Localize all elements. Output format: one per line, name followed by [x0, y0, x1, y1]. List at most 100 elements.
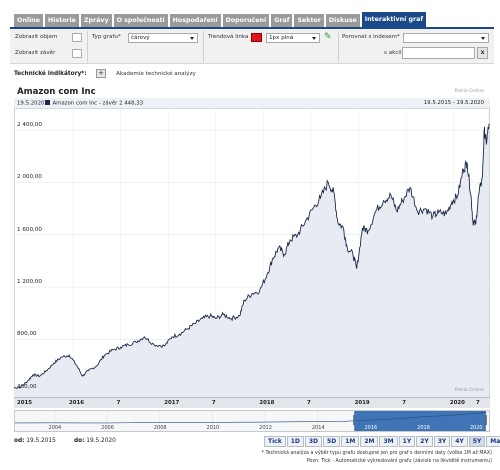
- range-button-1y[interactable]: 1Y: [398, 436, 416, 447]
- range-navigator[interactable]: 2004 2006 2008 2010 2012 2014 2016 2018 2020: [14, 410, 490, 432]
- range-button-2y[interactable]: 2Y: [416, 436, 433, 447]
- x-tick-label: 2017: [164, 400, 180, 406]
- x-tick-label: 7: [116, 400, 121, 406]
- divider: [87, 31, 88, 62]
- clear-compare-button[interactable]: x: [477, 47, 488, 59]
- footnote-tick: Pozn: Tick - Automatické vykreslování gr…: [306, 459, 492, 464]
- trend-color-swatch[interactable]: [251, 33, 262, 42]
- chart-legend-bar: 19.5.2020 Amazon com Inc - závěr 2 448,33…: [14, 98, 490, 109]
- chevron-down-icon: [312, 37, 316, 40]
- navigator-year-label: 2014: [311, 425, 325, 431]
- range-buttons: Tick1D3D5D1M2M3M1Y2Y3Y4Y5YMax: [264, 436, 500, 447]
- range-button-1d[interactable]: 1D: [286, 436, 304, 447]
- tab-hospodareni[interactable]: Hospodaření: [169, 14, 221, 28]
- academy-link[interactable]: Akademie technické analýzy: [116, 71, 196, 77]
- line-style-select[interactable]: 1px plná: [266, 33, 320, 43]
- navigator-year-label: 2016: [364, 425, 378, 431]
- range-button-tick[interactable]: Tick: [264, 436, 286, 447]
- x-tick-label: 2020: [449, 400, 465, 406]
- chevron-down-icon: [190, 37, 194, 40]
- x-tick-label: 2015: [17, 400, 33, 406]
- date-to: do: 19.5.2020: [74, 438, 116, 444]
- trend-line-label: Trendová linka: [208, 34, 249, 40]
- legend-date: 19.5.2020: [17, 100, 45, 107]
- x-tick-label: 2016: [69, 400, 85, 406]
- navigator-year-label: 2012: [259, 425, 272, 431]
- x-tick-label: 2018: [259, 400, 275, 406]
- tab-interaktivni-graf[interactable]: Interaktivní graf: [361, 12, 427, 28]
- compare-stock-input[interactable]: [402, 47, 475, 59]
- line-style-value: 1px plná: [269, 35, 294, 41]
- tab-o-spolecnosti[interactable]: O společnosti: [113, 14, 168, 28]
- navigator-line: [15, 412, 487, 424]
- chevron-down-icon: [481, 37, 485, 40]
- legend-entry: 19.5.2020 Amazon com Inc - závěr 2 448,33: [17, 100, 143, 107]
- legend-swatch: [45, 100, 51, 105]
- x-tick-label: 7: [307, 400, 311, 406]
- x-tick-label: 7: [476, 400, 480, 406]
- date-from-label: od:: [14, 438, 25, 444]
- tab-doporuceni[interactable]: Doporučení: [222, 14, 270, 28]
- tab-bar: Online Historie Zprávy O společnosti Hospoda…: [14, 12, 427, 28]
- range-button-2m[interactable]: 2M: [360, 436, 379, 447]
- range-button-4y[interactable]: 4Y: [451, 436, 468, 447]
- compare-index-select[interactable]: [403, 33, 489, 43]
- show-volume-label: Zobrazit objem: [15, 34, 58, 40]
- chart-type-select[interactable]: čárový: [128, 33, 198, 43]
- range-button-5y[interactable]: 5Y: [468, 436, 486, 447]
- range-button-3y[interactable]: 3Y: [433, 436, 451, 447]
- tab-historie[interactable]: Historie: [44, 14, 79, 28]
- footnote-technical: * Technická analýza a výběr typu grafu d…: [261, 451, 492, 456]
- divider: [203, 31, 204, 62]
- navigator-year-label: 2006: [101, 425, 114, 431]
- show-close-checkbox[interactable]: [72, 49, 82, 58]
- tab-sektor[interactable]: Sektor: [294, 14, 324, 28]
- navigator-year-label: 2008: [153, 425, 167, 431]
- watermark-top: Patria Online: [454, 89, 484, 94]
- add-indicator-button[interactable]: +: [96, 69, 106, 78]
- navigator-year-label: 2010: [206, 425, 220, 431]
- price-line: [14, 123, 490, 389]
- technical-indicators-label: Technické indikátory*:: [14, 71, 87, 77]
- chart-type-label: Typ grafu*: [92, 34, 121, 40]
- tab-graf[interactable]: Graf: [271, 14, 293, 28]
- price-chart[interactable]: [14, 109, 490, 397]
- date-from-value[interactable]: 19.5.2015: [26, 438, 56, 444]
- y-tick-label: 1 200,00: [17, 279, 42, 286]
- tab-diskuse[interactable]: Diskuse: [325, 14, 360, 28]
- show-volume-checkbox[interactable]: [72, 33, 82, 42]
- tab-zpravy[interactable]: Zprávy: [80, 14, 112, 28]
- y-tick-label: 2 400,00: [17, 121, 42, 128]
- navigator-handle-left[interactable]: [353, 415, 356, 425]
- y-tick-label: 800,00: [17, 331, 37, 338]
- compare-index-label: Porovnat s indexem*: [342, 34, 400, 40]
- legend-range: 19.5.2015 - 19.5.2020: [423, 100, 484, 106]
- x-axis-bar: 2015 2016 7 2017 7 2018 7 2019 7 2020 7: [14, 397, 490, 408]
- price-area: [14, 123, 489, 397]
- tab-online[interactable]: Online: [14, 14, 43, 28]
- date-to-label: do:: [74, 438, 85, 444]
- navigator-chart[interactable]: [15, 411, 489, 431]
- tab-underline: [10, 27, 494, 29]
- show-close-label: Zobrazit závěr: [15, 50, 56, 56]
- x-tick-label: 7: [402, 400, 406, 406]
- navigator-year-label: 2020: [469, 425, 483, 431]
- pencil-icon[interactable]: ✎: [324, 32, 332, 42]
- chart-type-value: čárový: [131, 35, 150, 41]
- y-tick-label: 2 000,00: [17, 174, 42, 181]
- date-to-value[interactable]: 19.5.2020: [86, 438, 116, 444]
- navigator-year-label: 2004: [48, 425, 62, 431]
- watermark-bottom: Patria Online: [454, 388, 484, 393]
- y-tick-label: 400,00: [17, 383, 37, 390]
- navigator-handle-right[interactable]: [484, 415, 487, 425]
- divider: [338, 31, 339, 62]
- range-button-max[interactable]: Max: [486, 436, 500, 447]
- navigator-selection[interactable]: [354, 411, 486, 431]
- range-button-1m[interactable]: 1M: [341, 436, 360, 447]
- chart-title: Amazon com Inc: [17, 87, 96, 97]
- compare-stock-label: s akcií*: [384, 50, 405, 56]
- range-button-3m[interactable]: 3M: [379, 436, 398, 447]
- range-button-3d[interactable]: 3D: [304, 436, 323, 447]
- x-tick-label: 7: [211, 400, 216, 406]
- range-button-5d[interactable]: 5D: [323, 436, 341, 447]
